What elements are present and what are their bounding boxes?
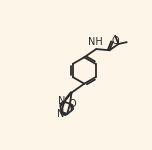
Text: N: N	[57, 109, 64, 119]
Text: NH: NH	[88, 37, 103, 47]
Text: O: O	[69, 99, 76, 109]
Text: N: N	[58, 96, 65, 106]
Text: O: O	[112, 36, 119, 46]
